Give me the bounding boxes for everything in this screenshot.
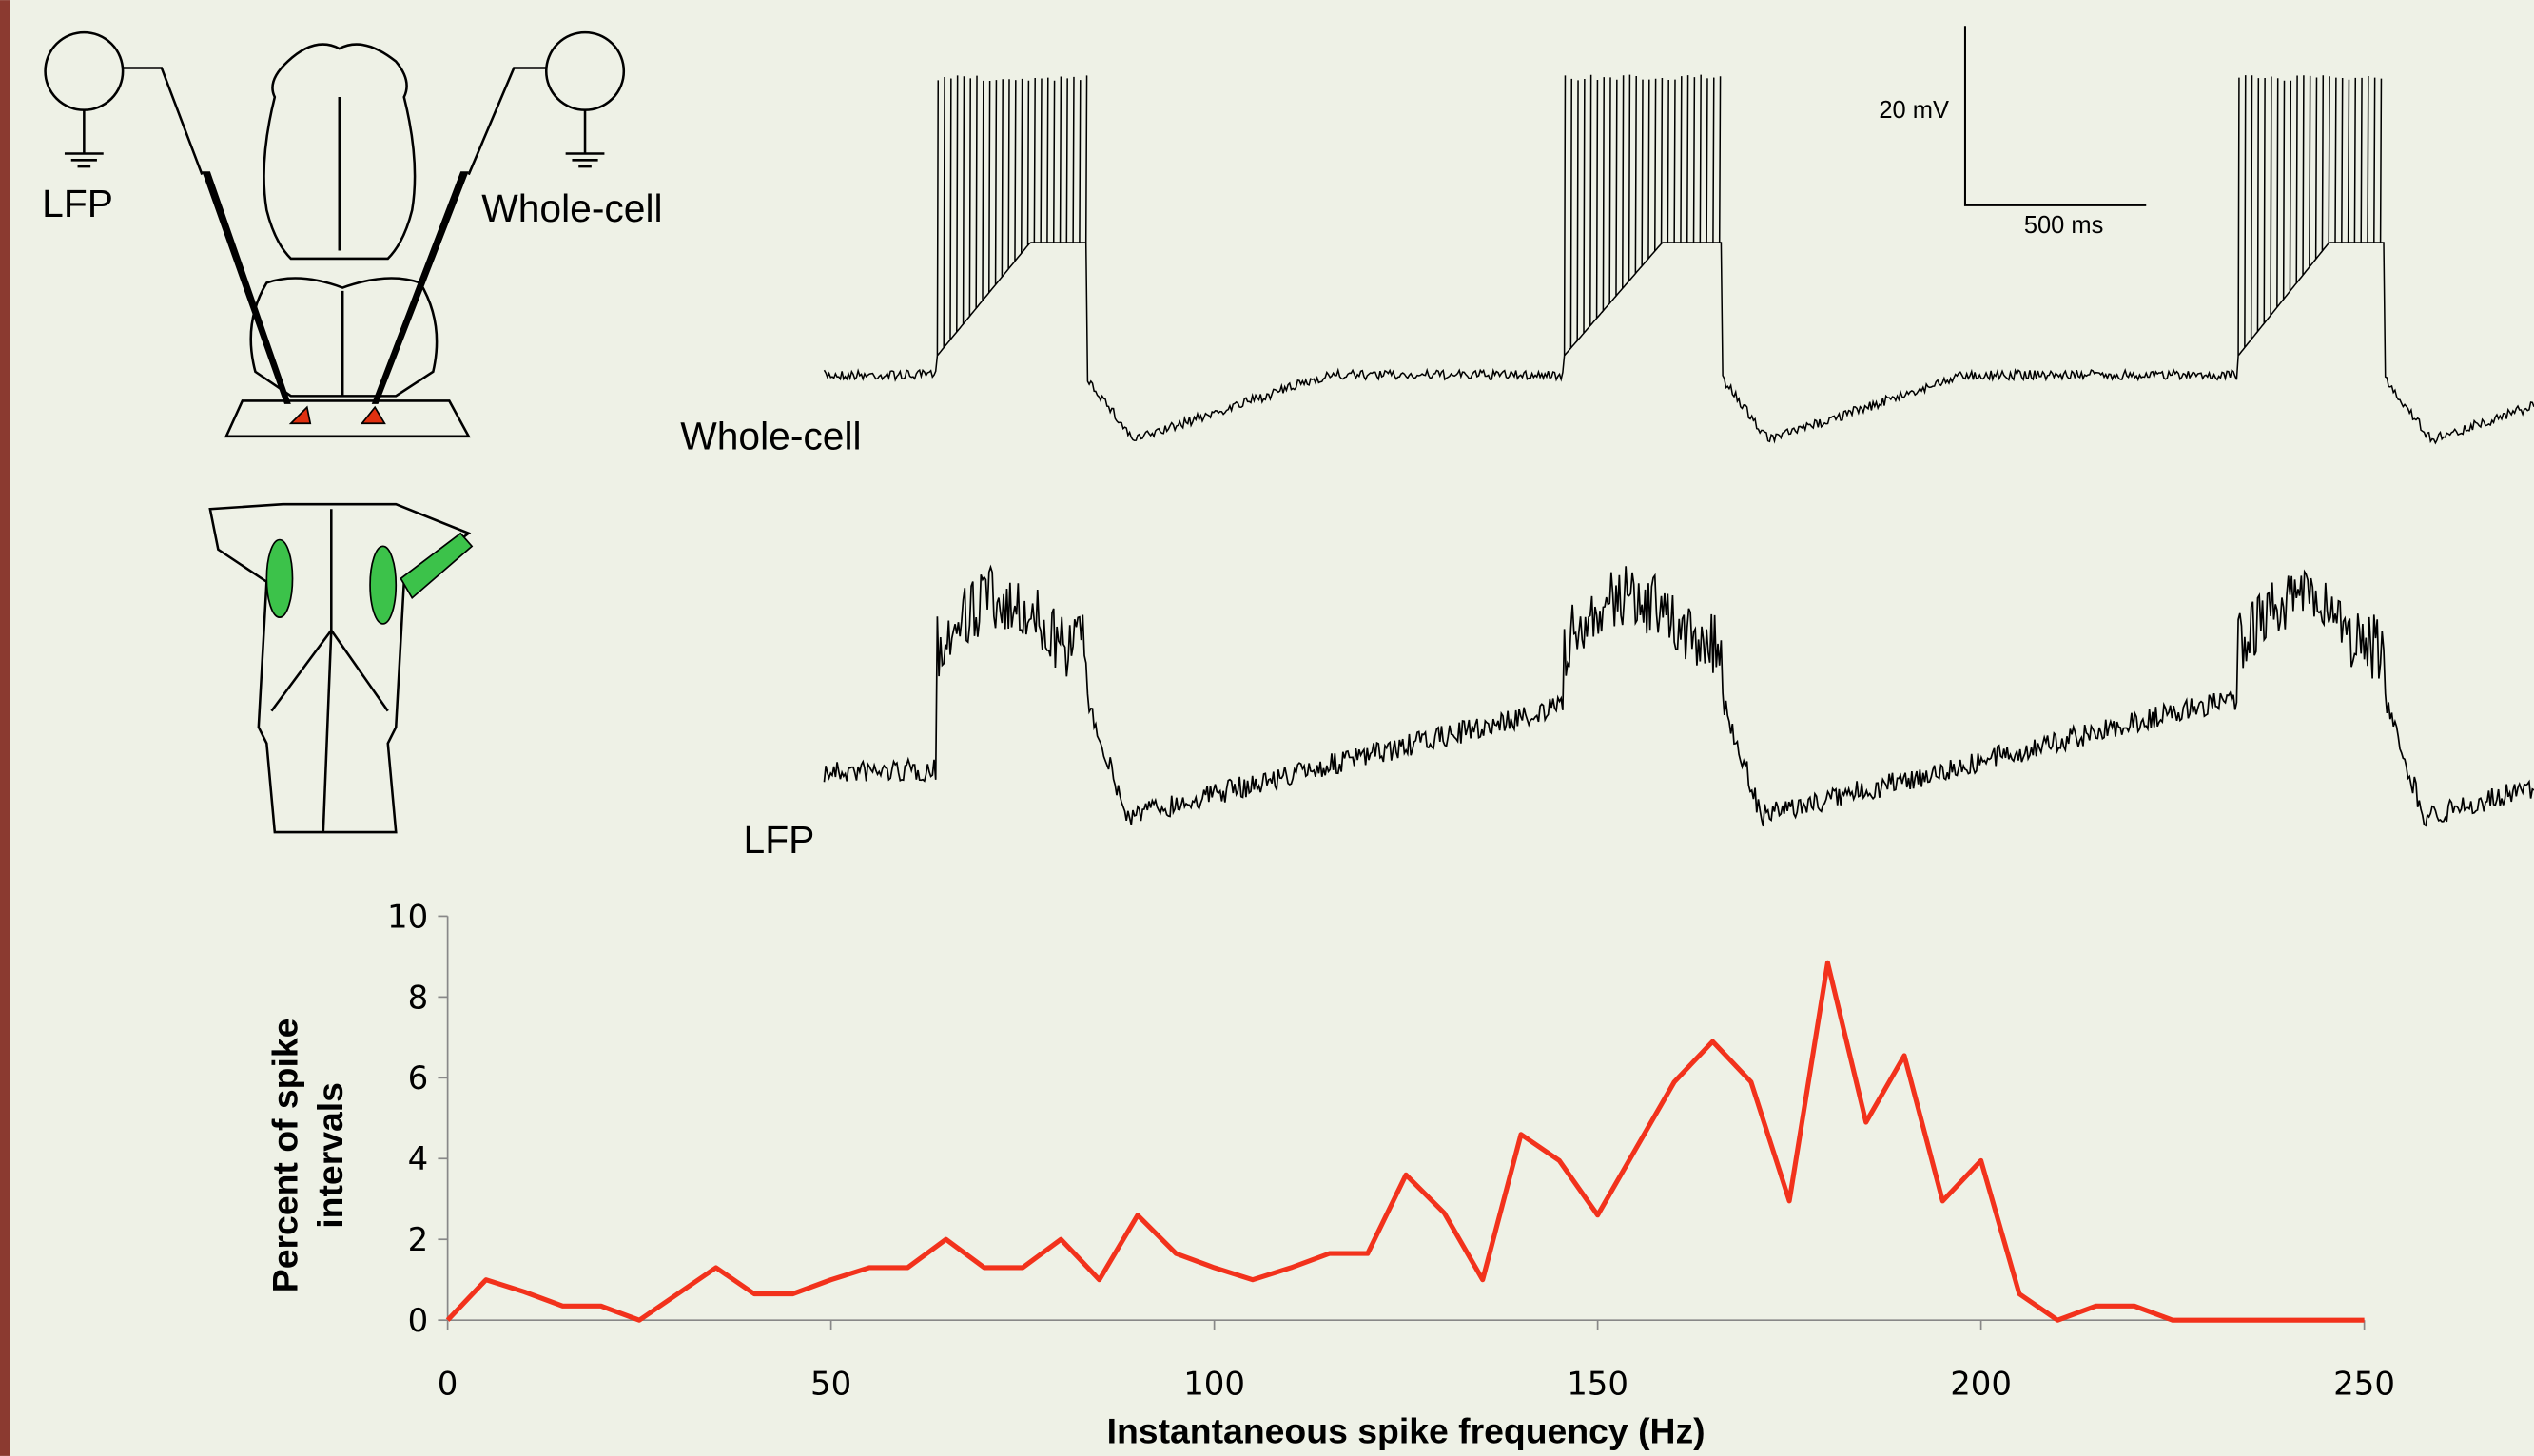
diagram-label: Whole-cell	[481, 186, 662, 230]
recording-site	[288, 405, 312, 425]
scale-label: 20 mV	[1879, 97, 1949, 124]
x-tick-label: 100	[1183, 1365, 1245, 1403]
x-tick-label: 50	[810, 1365, 851, 1403]
border	[0, 0, 10, 1456]
electrode	[371, 171, 469, 404]
trace-label: Whole-cell	[680, 414, 861, 457]
y-axis-label-line: intervals	[310, 1082, 350, 1229]
scale-label: 500 ms	[2024, 212, 2104, 239]
x-tick-label: 250	[2333, 1365, 2395, 1403]
trace-label: LFP	[744, 818, 815, 862]
y-axis-label: Percent of spike intervals	[265, 1019, 351, 1293]
y-tick-label: 4	[408, 1140, 429, 1178]
recording-site	[360, 405, 386, 425]
y-tick-label: 10	[387, 898, 428, 936]
y-tick-label: 0	[408, 1302, 429, 1340]
x-tick-label: 0	[438, 1365, 458, 1403]
nerve-region	[265, 538, 294, 618]
electrode	[202, 171, 291, 404]
lfp-trace	[823, 564, 2534, 827]
y-axis-label-line: Percent of spike	[265, 1019, 305, 1293]
y-tick-label: 8	[408, 979, 429, 1017]
y-tick-label: 6	[408, 1059, 429, 1097]
nerve-region	[369, 545, 398, 625]
nerve	[400, 532, 474, 600]
scale-bar	[1963, 26, 2147, 206]
data-line	[445, 960, 2365, 1323]
whole-cell-trace	[823, 74, 2534, 445]
x-tick-label: 150	[1567, 1365, 1628, 1403]
recording-diagram	[44, 30, 626, 834]
x-tick-label: 200	[1950, 1365, 2012, 1403]
y-tick-label: 2	[408, 1221, 429, 1259]
diagram-label: LFP	[42, 182, 113, 225]
x-axis-label: Instantaneous spike frequency (Hz)	[1107, 1410, 1706, 1450]
